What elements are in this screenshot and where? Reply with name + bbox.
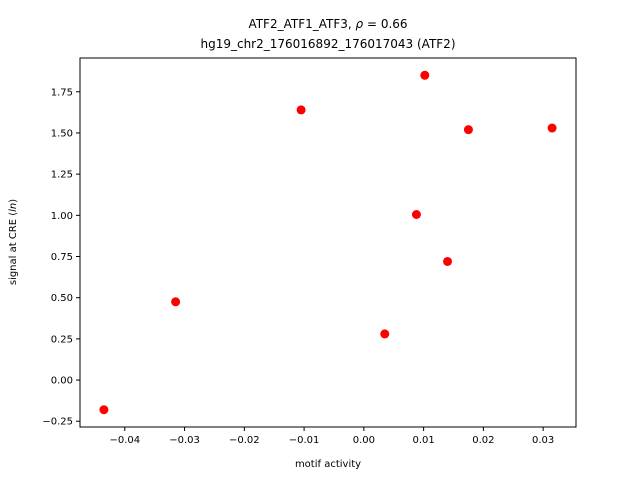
y-tick-label: 0.50 <box>51 293 73 304</box>
data-point <box>296 105 306 115</box>
y-tick-label: 1.00 <box>51 211 73 222</box>
data-point <box>547 123 557 133</box>
x-tick-label: 0.00 <box>353 435 375 446</box>
x-tick-label: −0.01 <box>289 435 320 446</box>
y-tick-label: 0.25 <box>51 334 73 345</box>
y-tick-label: 1.75 <box>51 87 73 98</box>
data-point <box>443 256 453 266</box>
y-axis-label: signal at CRE (ln) <box>8 199 19 285</box>
data-point <box>420 70 430 80</box>
x-tick-label: 0.03 <box>532 435 554 446</box>
data-point <box>411 209 421 219</box>
data-point <box>463 125 473 135</box>
y-tick-label: 0.00 <box>51 376 73 387</box>
y-tick-label: −0.25 <box>42 417 73 428</box>
y-tick-label: 1.25 <box>51 170 73 181</box>
x-tick-label: −0.02 <box>229 435 260 446</box>
data-point <box>171 297 181 307</box>
x-tick-label: 0.01 <box>412 435 434 446</box>
x-tick-label: −0.03 <box>169 435 200 446</box>
chart-title-line1: ATF2_ATF1_ATF3, ρ = 0.66 <box>248 17 407 31</box>
data-point <box>380 329 390 339</box>
x-tick-label: 0.02 <box>472 435 494 446</box>
y-tick-label: 1.50 <box>51 128 73 139</box>
x-tick-label: −0.04 <box>109 435 140 446</box>
axes-frame <box>79 57 577 428</box>
x-axis-label: motif activity <box>295 459 361 470</box>
chart-title-line2: hg19_chr2_176016892_176017043 (ATF2) <box>200 37 455 51</box>
data-point <box>99 405 109 415</box>
y-tick-label: 0.75 <box>51 252 73 263</box>
plot-area: −0.04 −0.03 −0.02 −0.01 0.00 0.01 0.02 0.03 −0.2… <box>42 70 557 446</box>
